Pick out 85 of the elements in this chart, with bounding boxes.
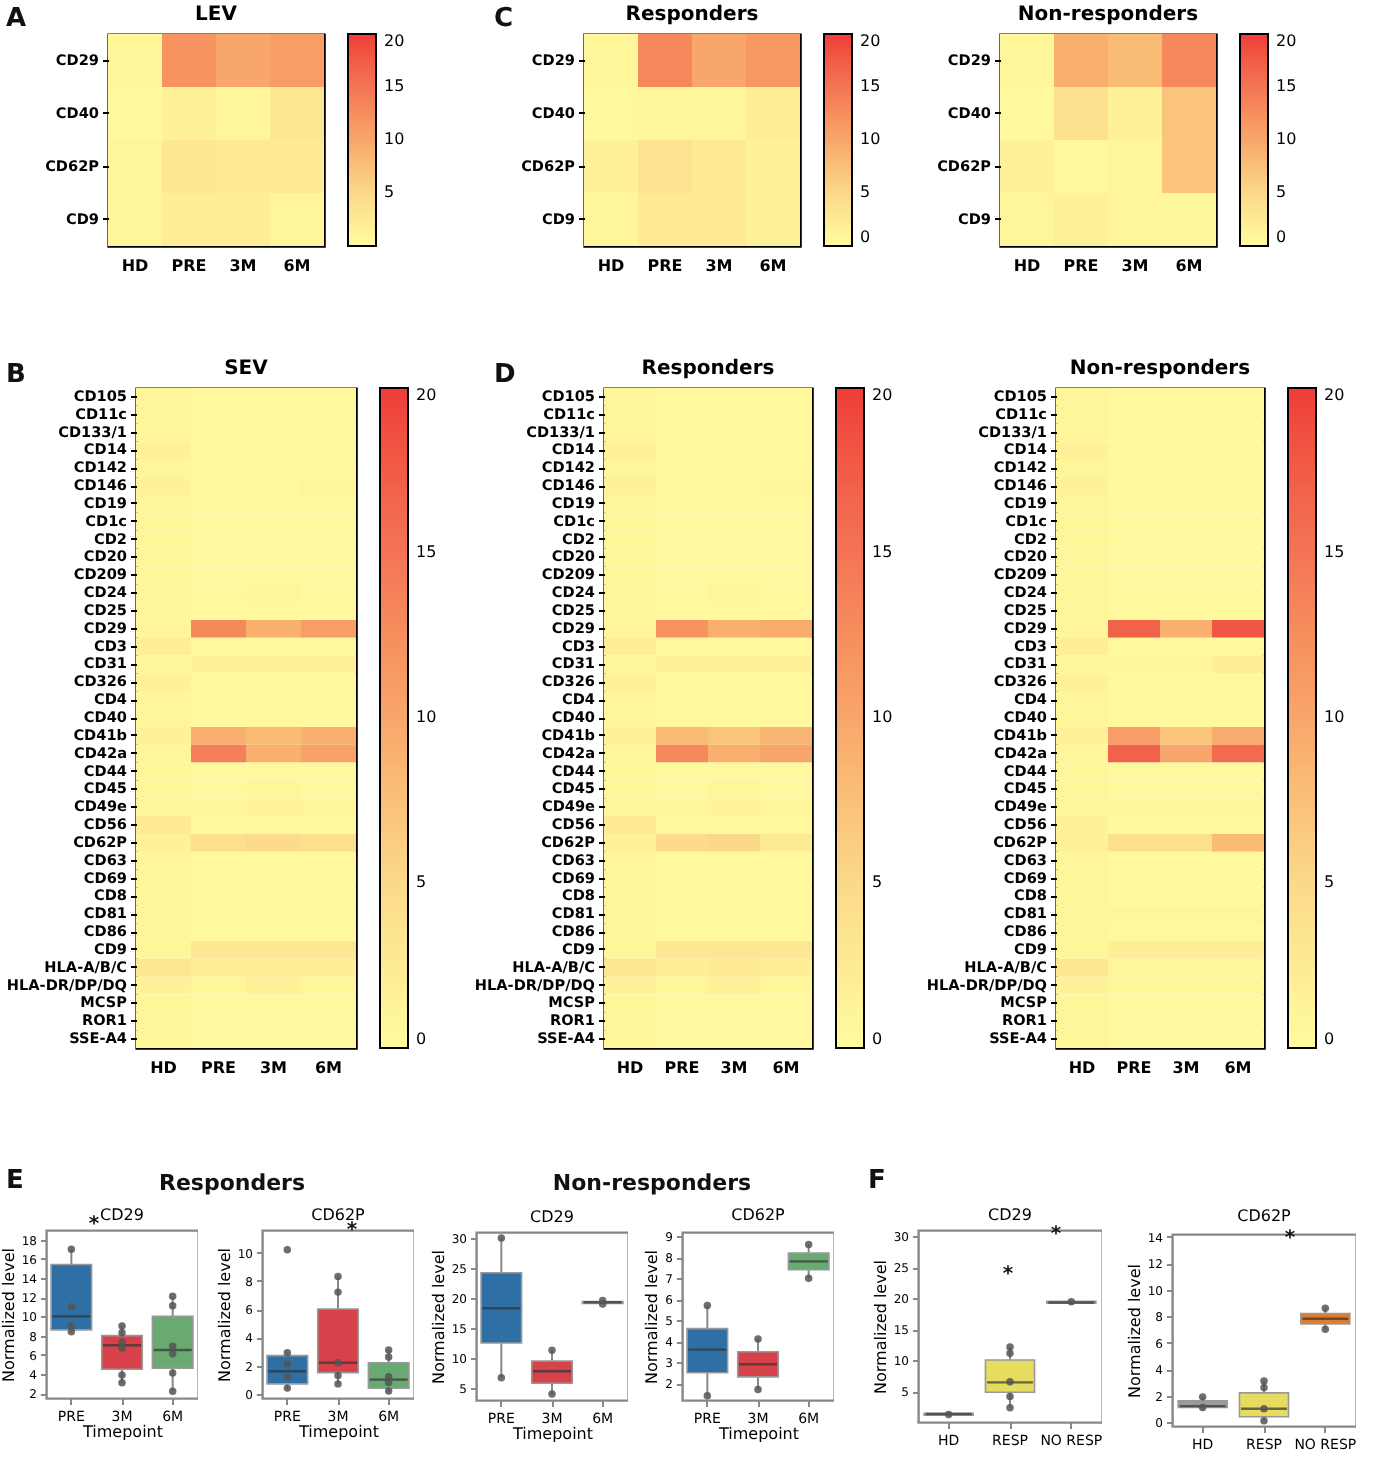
color-bar-label: 0 bbox=[416, 1030, 427, 1048]
color-bar-label: 15 bbox=[1324, 543, 1345, 561]
x-tick-label: PRE bbox=[1116, 1059, 1152, 1077]
chart-title: Non-responders bbox=[1069, 357, 1251, 380]
x-tick-label: 3M bbox=[720, 1059, 748, 1077]
chart-title: Responders bbox=[625, 4, 759, 26]
text: Responders bbox=[158, 1170, 306, 1196]
text: F bbox=[868, 1166, 886, 1196]
chart-title: Responders bbox=[641, 357, 775, 380]
color-bar-label: 20 bbox=[384, 32, 405, 50]
x-tick-label: 3M bbox=[1121, 257, 1149, 275]
color-bar-label: 15 bbox=[384, 77, 405, 95]
x-tick-label: 6M bbox=[759, 257, 787, 275]
chart-title: CD62P bbox=[311, 1206, 366, 1224]
color-bar-label: 20 bbox=[416, 386, 437, 404]
x-tick-label: 6M bbox=[1224, 1059, 1252, 1077]
x-tick-label: 3M bbox=[259, 1059, 288, 1077]
chart-title: SEV bbox=[224, 357, 269, 380]
annotation: * bbox=[1002, 1264, 1014, 1286]
color-bar-label: 10 bbox=[1276, 130, 1297, 148]
y-axis-title: Normalized level bbox=[429, 1250, 448, 1384]
x-axis-title: Timepoint bbox=[297, 1423, 379, 1441]
color-bar-label: 15 bbox=[1276, 77, 1297, 95]
text: D bbox=[494, 360, 516, 390]
text: Non-responders bbox=[552, 1170, 752, 1196]
color-bar-label: 5 bbox=[416, 873, 427, 891]
annotation: * bbox=[1284, 1228, 1296, 1250]
color-bar-label: 10 bbox=[1324, 708, 1345, 726]
text: C bbox=[494, 4, 514, 34]
x-tick-label: PRE bbox=[1063, 257, 1099, 275]
color-bar-label: 10 bbox=[416, 708, 437, 726]
y-axis-title: Normalized level bbox=[0, 1248, 18, 1382]
x-tick-label: HD bbox=[121, 257, 150, 275]
x-tick-label: 3M bbox=[705, 257, 733, 275]
y-axis-title: Normalized level bbox=[871, 1260, 890, 1394]
chart-title: LEV bbox=[195, 4, 238, 26]
x-tick-label: HD bbox=[1013, 257, 1042, 275]
text: B bbox=[6, 360, 26, 390]
text: E bbox=[6, 1166, 24, 1196]
color-bar-label: 10 bbox=[860, 130, 881, 148]
x-tick-label: 3M bbox=[1172, 1059, 1200, 1077]
x-tick-label: HD bbox=[1068, 1059, 1097, 1077]
x-tick-label: 6M bbox=[1175, 257, 1203, 275]
chart-title: Non-responders bbox=[1017, 4, 1199, 26]
color-bar-label: 15 bbox=[416, 543, 437, 561]
x-tick-label: PRE bbox=[647, 257, 683, 275]
text: A bbox=[6, 4, 27, 34]
annotation: * bbox=[346, 1220, 358, 1242]
color-bar-label: 5 bbox=[1324, 873, 1335, 891]
x-tick-label: PRE bbox=[171, 257, 207, 275]
color-bar-label: 20 bbox=[1324, 386, 1345, 404]
color-bar-label: 15 bbox=[872, 543, 893, 561]
color-bar-label: 5 bbox=[860, 183, 871, 201]
color-bar-label: 5 bbox=[384, 183, 395, 201]
color-bar-label: 5 bbox=[872, 873, 883, 891]
x-tick-label: PRE bbox=[664, 1059, 700, 1077]
color-bar-label: 15 bbox=[860, 77, 881, 95]
y-axis-title: Normalized level bbox=[215, 1248, 234, 1382]
color-bar-label: 0 bbox=[1324, 1030, 1335, 1048]
x-tick-label: HD bbox=[150, 1059, 178, 1077]
color-bar-label: 5 bbox=[1276, 183, 1287, 201]
color-bar-label: 20 bbox=[860, 32, 881, 50]
y-axis-title: Normalized level bbox=[1125, 1264, 1144, 1398]
x-tick-label: PRE bbox=[201, 1059, 236, 1077]
x-tick-label: 6M bbox=[314, 1059, 343, 1077]
x-tick-label: 3M bbox=[229, 257, 257, 275]
x-axis-title: Timepoint bbox=[511, 1425, 593, 1443]
annotation: * bbox=[1050, 1224, 1062, 1246]
y-axis-title: Normalized level bbox=[643, 1250, 662, 1384]
color-bar-label: 0 bbox=[1276, 228, 1287, 246]
color-bar-label: 10 bbox=[872, 708, 893, 726]
x-tick-label: 6M bbox=[772, 1059, 800, 1077]
x-axis-title: Timepoint bbox=[717, 1425, 799, 1443]
color-bar-label: 0 bbox=[860, 228, 871, 246]
x-tick-label: 6M bbox=[283, 257, 311, 275]
color-bar-label: 10 bbox=[384, 130, 405, 148]
color-bar-label: 20 bbox=[872, 386, 893, 404]
x-tick-label: HD bbox=[597, 257, 626, 275]
x-axis-title: Timepoint bbox=[81, 1423, 163, 1441]
annotation: * bbox=[88, 1214, 100, 1236]
chart-title: CD62P bbox=[731, 1206, 786, 1225]
x-tick-label: HD bbox=[616, 1059, 645, 1077]
color-bar-label: 0 bbox=[872, 1030, 883, 1048]
chart-title: CD62P bbox=[1237, 1206, 1292, 1225]
color-bar-label: 20 bbox=[1276, 32, 1297, 50]
